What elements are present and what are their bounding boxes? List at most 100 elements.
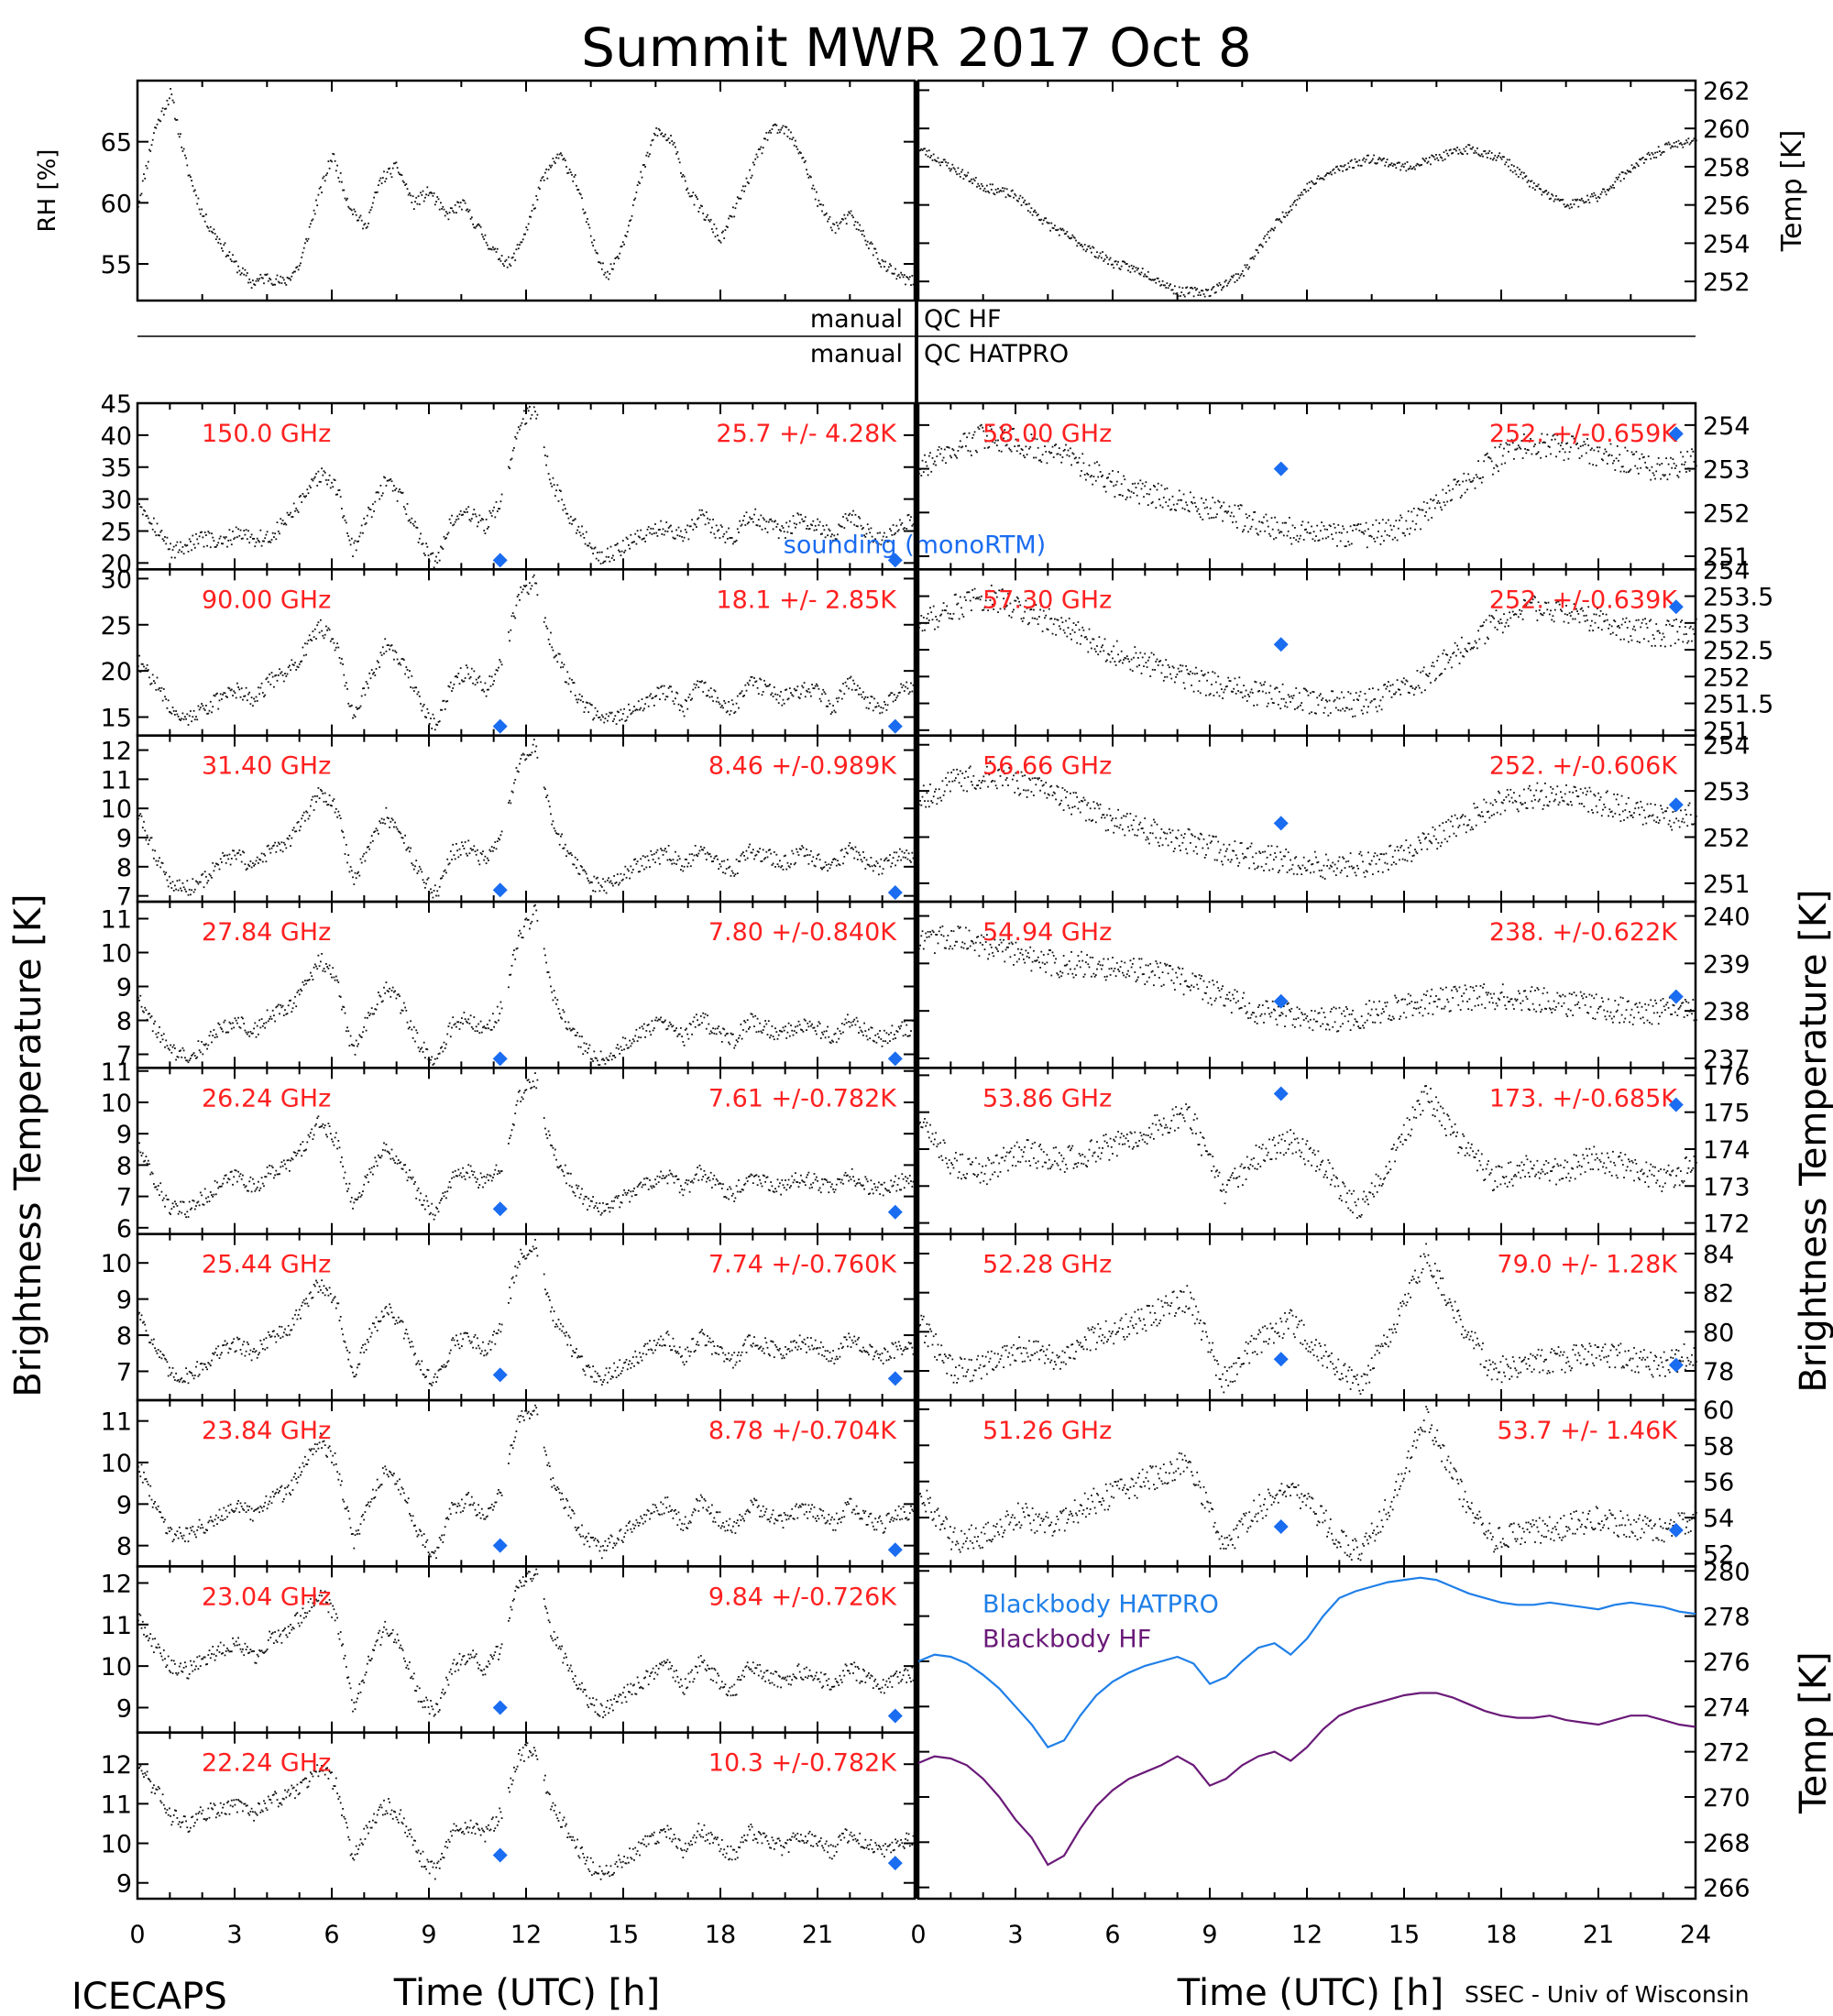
data-point xyxy=(742,851,744,853)
data-point xyxy=(224,537,226,540)
data-point xyxy=(631,214,633,217)
data-point xyxy=(653,705,655,707)
data-point xyxy=(505,258,508,261)
data-point xyxy=(357,1045,358,1047)
data-point xyxy=(902,276,905,279)
data-point xyxy=(834,538,837,540)
data-point xyxy=(636,1040,639,1042)
data-point xyxy=(583,1042,586,1045)
data-point xyxy=(410,521,412,524)
data-point xyxy=(609,881,611,883)
data-point xyxy=(324,180,326,182)
data-point xyxy=(653,1027,655,1029)
data-point xyxy=(823,691,826,694)
data-point xyxy=(321,467,323,470)
data-point xyxy=(720,526,723,528)
data-point xyxy=(223,536,225,539)
data-point xyxy=(880,1038,883,1040)
data-point xyxy=(640,1036,642,1039)
data-point xyxy=(673,1030,675,1032)
data-point xyxy=(270,672,273,674)
data-point xyxy=(1597,195,1599,198)
data-point xyxy=(353,883,356,885)
data-point xyxy=(516,1100,519,1102)
data-point xyxy=(738,707,740,709)
data-point xyxy=(774,520,776,522)
data-point xyxy=(366,514,368,517)
data-point xyxy=(482,688,484,691)
data-point xyxy=(212,1035,214,1036)
data-point xyxy=(165,1039,168,1042)
data-point xyxy=(608,715,609,718)
data-point xyxy=(814,524,817,527)
data-point xyxy=(1291,203,1294,206)
data-point xyxy=(156,1189,159,1191)
data-point xyxy=(878,873,880,876)
data-point xyxy=(899,848,901,850)
data-point xyxy=(620,1046,622,1048)
data-point xyxy=(682,540,685,542)
data-point xyxy=(646,696,649,698)
data-point xyxy=(564,843,566,846)
data-point xyxy=(762,849,764,851)
data-point xyxy=(736,528,739,531)
data-point xyxy=(279,1013,280,1015)
data-point xyxy=(752,520,754,523)
data-point xyxy=(640,170,642,173)
data-point xyxy=(1588,202,1591,203)
data-point xyxy=(838,1037,840,1040)
data-point xyxy=(195,716,197,718)
data-point xyxy=(1055,229,1057,231)
data-point xyxy=(280,522,283,525)
data-point xyxy=(963,173,966,176)
data-point xyxy=(561,1017,563,1020)
data-point xyxy=(873,539,875,542)
data-point xyxy=(260,1177,263,1179)
data-point xyxy=(162,688,165,690)
data-point xyxy=(368,1012,369,1014)
data-point xyxy=(535,195,538,197)
data-point xyxy=(811,524,813,527)
data-point xyxy=(329,805,332,806)
data-point xyxy=(678,535,681,537)
data-point xyxy=(600,551,603,553)
data-point xyxy=(427,554,430,557)
data-point xyxy=(488,247,489,250)
y-tick-label: 252 xyxy=(1703,268,1751,297)
data-point xyxy=(390,990,393,992)
data-point xyxy=(1615,177,1618,179)
data-point xyxy=(637,700,640,703)
data-point xyxy=(704,523,707,526)
data-point xyxy=(443,208,445,211)
data-point xyxy=(389,1152,390,1155)
data-point xyxy=(796,512,799,515)
data-point xyxy=(589,704,592,706)
data-point xyxy=(402,506,405,508)
data-point xyxy=(993,192,995,195)
data-point xyxy=(1328,172,1331,175)
data-point xyxy=(1353,167,1356,169)
data-point xyxy=(659,1018,661,1021)
data-point xyxy=(347,205,350,208)
data-point xyxy=(192,1052,195,1054)
data-point xyxy=(671,140,674,142)
data-point xyxy=(433,1218,435,1221)
data-point xyxy=(1508,165,1509,168)
data-point xyxy=(201,208,203,211)
data-point xyxy=(1577,205,1580,208)
data-point xyxy=(454,203,456,206)
data-point xyxy=(441,546,443,549)
data-point xyxy=(1196,288,1199,290)
data-point xyxy=(391,1157,394,1160)
data-point xyxy=(908,276,911,279)
data-point xyxy=(466,510,468,513)
data-point xyxy=(715,700,718,703)
data-point xyxy=(681,1035,683,1037)
data-point xyxy=(1612,184,1614,186)
data-point xyxy=(834,859,837,860)
data-point xyxy=(885,270,888,272)
data-point xyxy=(423,553,425,554)
data-point xyxy=(432,896,434,899)
data-point xyxy=(564,1021,566,1023)
data-point xyxy=(337,489,340,491)
